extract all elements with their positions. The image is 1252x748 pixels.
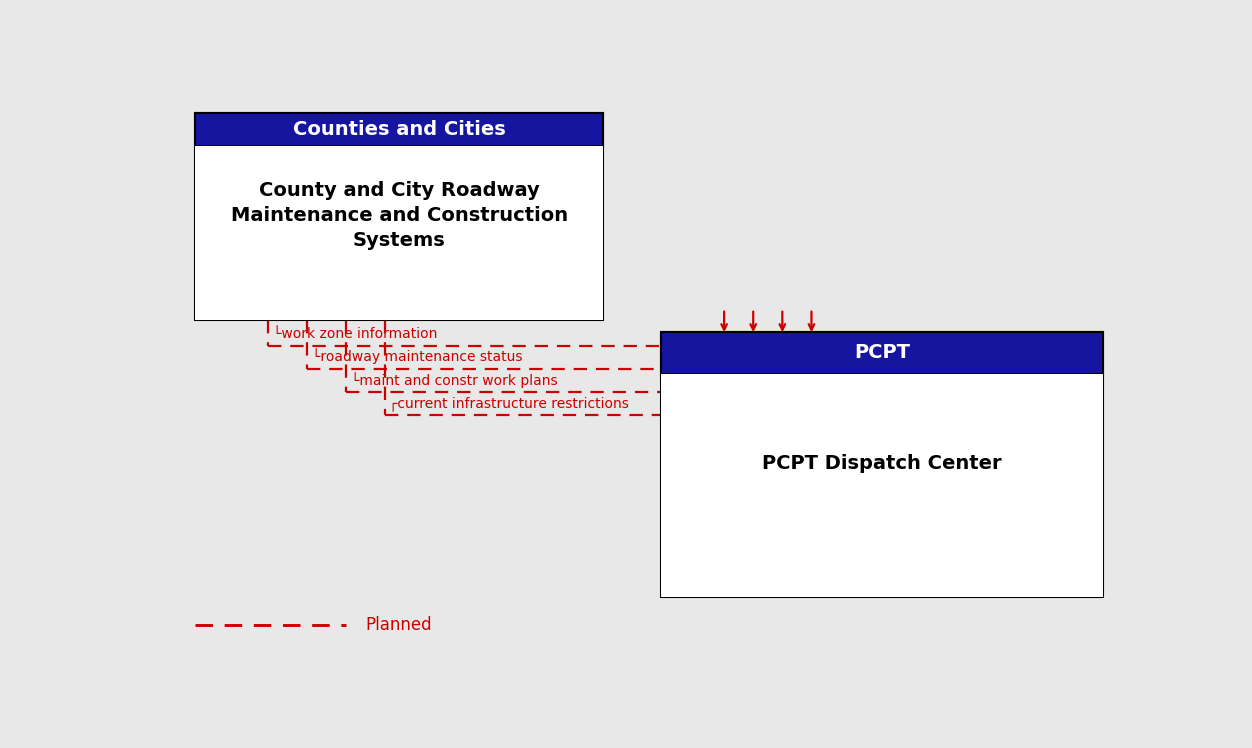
Text: └maint and constr work plans: └maint and constr work plans <box>351 372 557 387</box>
Text: County and City Roadway
Maintenance and Construction
Systems: County and City Roadway Maintenance and … <box>230 181 567 250</box>
Text: Counties and Cities: Counties and Cities <box>293 120 506 139</box>
Bar <box>661 374 1103 597</box>
Text: └roadway maintenance status: └roadway maintenance status <box>312 349 522 364</box>
Bar <box>661 331 1103 597</box>
Text: Planned: Planned <box>366 616 432 634</box>
Text: PCPT: PCPT <box>854 343 910 362</box>
Bar <box>195 146 602 320</box>
Bar <box>195 113 602 146</box>
Text: PCPT Dispatch Center: PCPT Dispatch Center <box>762 453 1002 473</box>
Bar <box>195 113 602 320</box>
Text: ┌current infrastructure restrictions: ┌current infrastructure restrictions <box>389 396 630 411</box>
Text: └work zone information: └work zone information <box>273 328 437 341</box>
Bar <box>661 331 1103 374</box>
